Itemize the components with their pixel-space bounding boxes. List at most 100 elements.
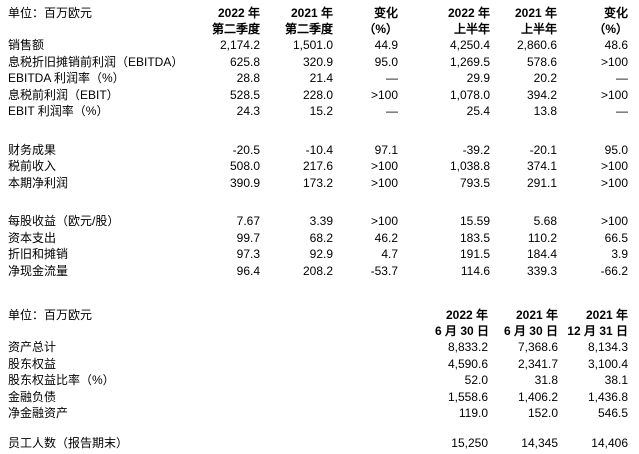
col-header-2022-06-30: 2022 年 6 月 30 日 <box>435 307 488 339</box>
cell-value: 92.9 <box>309 247 333 261</box>
row-label: 金融负债 <box>8 389 57 404</box>
cell-value: 2,174.2 <box>219 38 260 52</box>
col-header-2021-06-30: 2021 年 6 月 30 日 <box>488 307 558 339</box>
cell-value: 97.1 <box>374 142 398 157</box>
cell-value: 1,501.0 <box>292 38 333 52</box>
table-row: 本期净利润 390.9 173.2 >100 793.5 291.1 >100 <box>8 175 628 192</box>
row-label: 财务成果 <box>8 142 57 157</box>
cell-value: 4.7 <box>381 247 398 261</box>
cell-value: 24.3 <box>236 104 260 118</box>
row-label: 资产总计 <box>8 340 57 354</box>
cell-value: 217.6 <box>302 159 333 173</box>
col-header-line: 2022 年 <box>447 6 490 20</box>
cell-value: 48.6 <box>604 38 628 52</box>
unit-label: 单位：百万欧元 <box>8 6 93 20</box>
row-label: 员工人数（报告期末） <box>8 435 129 450</box>
table-row: 息税前利润（EBIT） 528.5 228.0 >100 1,078.0 394.2 >10… <box>8 87 628 104</box>
cell-value: 66.5 <box>604 230 628 245</box>
cell-value: 21.4 <box>309 71 333 85</box>
spacer-row <box>8 120 628 142</box>
cell-value: 68.2 <box>309 230 333 245</box>
col-header-2022-h1: 2022 年 上半年 <box>398 5 490 37</box>
cell-value: -53.7 <box>370 263 398 278</box>
row-label: 股东权益比率（%） <box>8 373 115 387</box>
cell-value: 184.4 <box>526 247 557 261</box>
cell-value: >100 <box>600 214 628 228</box>
cell-value: 114.6 <box>460 263 490 278</box>
table-row: 息税折旧摊销前利润（EBITDA） 625.8 320.9 95.0 1,269.5 57… <box>8 54 628 71</box>
cell-value: 3.9 <box>611 247 628 261</box>
cell-value: 20.2 <box>533 71 557 85</box>
cell-value: 208.2 <box>302 263 333 278</box>
table-row: 折旧和摊销 97.3 92.9 4.7 191.5 184.4 3.9 <box>8 246 628 263</box>
table-row: 股东权益 4,590.6 2,341.7 3,100.4 <box>8 356 628 373</box>
cell-value: 44.9 <box>374 38 398 52</box>
row-label: 税前收入 <box>8 159 57 173</box>
cell-value: 13.8 <box>533 104 557 118</box>
cell-value: >100 <box>370 159 398 173</box>
table-row: 员工人数（报告期末） 15,250 14,345 14,406 <box>8 435 628 452</box>
table-row: 金融负债 1,558.6 1,406.2 1,436.8 <box>8 389 628 406</box>
col-header-line: 2021 年 <box>514 6 557 20</box>
cell-value: 29.9 <box>466 71 490 85</box>
spacer-cell <box>8 422 628 435</box>
cell-value: 1,558.6 <box>447 389 488 404</box>
row-label: EBIT 利润率（%） <box>8 104 109 118</box>
cell-value: 3.39 <box>309 214 333 228</box>
table-row: 资产总计 8,833.2 7,368.6 8,134.3 <box>8 339 628 356</box>
spacer-row <box>8 422 628 435</box>
col-header-line: 6 月 30 日 <box>435 324 488 338</box>
col-header-line: 第二季度 <box>284 22 333 36</box>
col-header-2021-h1: 2021 年 上半年 <box>490 5 557 37</box>
col-header-change-q: 变化 （%） <box>333 5 398 37</box>
cell-value: 25.4 <box>466 104 490 118</box>
cell-value: -66.2 <box>600 263 628 278</box>
cell-value: 793.5 <box>459 175 490 190</box>
cell-value: 31.8 <box>534 373 558 387</box>
col-header-line: （%） <box>363 22 398 36</box>
col-header-line: 变化 <box>373 6 398 20</box>
cell-value: 1,436.8 <box>587 389 628 404</box>
col-header-line: 12 月 31 日 <box>567 324 628 338</box>
cell-value: 15.2 <box>309 104 333 118</box>
cell-value: -10.4 <box>305 142 333 157</box>
cell-value: 4,250.4 <box>449 38 490 52</box>
cell-value: 339.3 <box>526 263 557 278</box>
col-header-line: （%） <box>593 22 628 36</box>
table-row: 每股收益（欧元/股） 7.67 3.39 >100 15.59 5.68 >100 <box>8 213 628 230</box>
cell-value: 291.1 <box>526 175 557 190</box>
cell-value: 96.4 <box>236 263 260 278</box>
spacer-cell <box>8 191 628 213</box>
cell-value: 1,078.0 <box>449 87 490 102</box>
cell-value: 95.0 <box>374 54 398 69</box>
cell-value: 1,038.8 <box>449 159 490 173</box>
table-row: 净金融资产 119.0 152.0 546.5 <box>8 405 628 422</box>
cell-value: — <box>386 104 398 118</box>
col-header-2022-q2: 2022 年 第二季度 <box>208 5 260 37</box>
table-row: 净现金流量 96.4 208.2 -53.7 114.6 339.3 -66.2 <box>8 263 628 280</box>
cell-value: 14,345 <box>521 435 558 450</box>
table-row: 销售额 2,174.2 1,501.0 44.9 4,250.4 2,860.6 48.6 <box>8 37 628 54</box>
cell-value: 578.6 <box>526 54 557 69</box>
row-label: 净金融资产 <box>8 406 69 420</box>
cell-value: 52.0 <box>464 373 488 387</box>
row-label: 净现金流量 <box>8 263 69 278</box>
cell-value: >100 <box>600 87 628 102</box>
cell-value: 2,341.7 <box>517 356 558 371</box>
cell-value: >100 <box>370 87 398 102</box>
cell-value: 28.8 <box>236 71 260 85</box>
cell-value: 110.2 <box>527 230 557 245</box>
row-label: 销售额 <box>8 38 45 52</box>
row-label: 本期净利润 <box>8 175 69 190</box>
col-header-line: 变化 <box>603 6 628 20</box>
row-label: 息税折旧摊销前利润（EBITDA） <box>8 54 184 69</box>
cell-value: 152.0 <box>527 406 558 420</box>
cell-value: >100 <box>370 175 398 190</box>
cell-value: 1,406.2 <box>517 389 558 404</box>
cell-value: 99.7 <box>236 230 260 245</box>
table-row: EBITDA 利润率（%） 28.8 21.4 — 29.9 20.2 — <box>8 70 628 87</box>
cell-value: 374.1 <box>526 159 557 173</box>
cell-value: 546.5 <box>597 406 628 420</box>
cell-value: — <box>616 71 628 85</box>
